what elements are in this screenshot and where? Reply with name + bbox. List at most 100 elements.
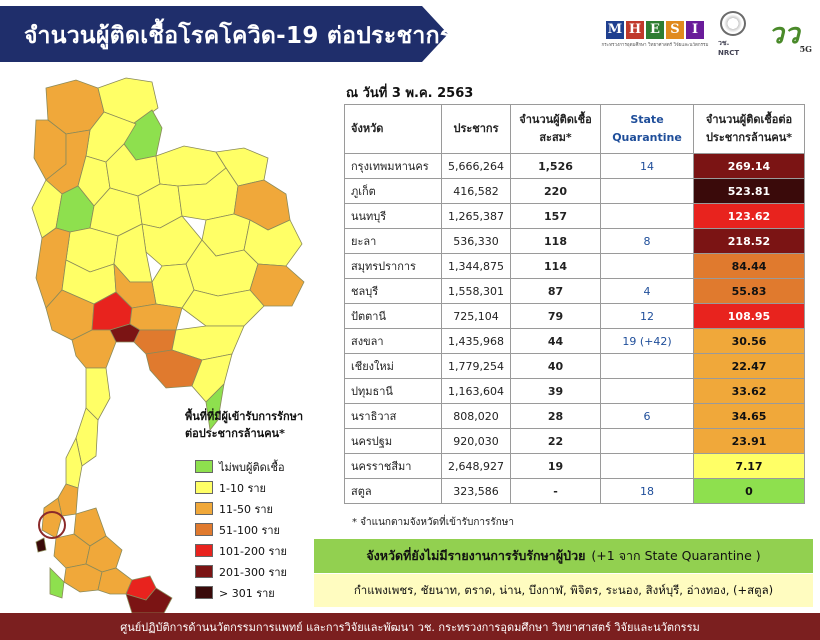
cell-cumulative: 1,526 <box>510 153 601 179</box>
cell-cumulative: 220 <box>510 178 601 204</box>
cell-state-quarantine <box>600 378 694 404</box>
legend-swatch <box>195 523 213 536</box>
cell-province: ชลบุรี <box>344 278 442 304</box>
map-province <box>85 367 111 421</box>
footer: ศูนย์ปฏิบัติการด้านนวัตกรรมการแพทย์ และก… <box>0 613 820 640</box>
nrct-seal-icon <box>720 11 746 36</box>
cell-population: 536,330 <box>441 228 511 254</box>
legend-items: ไม่พบผู้ติดเชื้อ 1-10 ราย 11-50 ราย 51-100 … <box>185 456 325 603</box>
cell-cumulative: 28 <box>510 403 601 429</box>
header-rate: จำนวนผู้ติดเชื้อต่อ ประชากรล้านคน* <box>693 104 805 154</box>
cell-state-quarantine <box>600 353 694 379</box>
legend-swatch <box>195 586 213 599</box>
cell-province: นครปฐม <box>344 428 442 454</box>
cell-province: สตูล <box>344 478 442 504</box>
table-row: สตูล 323,586-18 0 <box>344 478 805 504</box>
cell-province: ยะลา <box>344 228 442 254</box>
table-row: นนทบุรี 1,265,387 157 123.62 <box>344 203 805 229</box>
mhesi-letter: E <box>646 20 664 39</box>
legend-item: ไม่พบผู้ติดเชื้อ <box>185 456 325 477</box>
header-population: ประชากร <box>441 104 511 154</box>
cell-province: กรุงเทพมหานคร <box>344 153 442 179</box>
cell-rate: 0 <box>693 478 805 504</box>
mhesi-letter: I <box>686 20 704 39</box>
map-province <box>71 329 117 369</box>
map-legend: พื้นที่ที่มีผู้เข้ารับการรักษา ต่อประชาก… <box>185 408 325 603</box>
map-province <box>181 289 265 327</box>
header-state-quarantine: State Quarantine <box>600 104 694 154</box>
cell-population: 5,666,264 <box>441 153 511 179</box>
cell-cumulative: 44 <box>510 328 601 354</box>
mhesi-letter: M <box>606 20 624 39</box>
cell-population: 1,435,968 <box>441 328 511 354</box>
vc-logo-text: วว <box>768 17 800 50</box>
cell-population: 2,648,927 <box>441 453 511 479</box>
cell-rate: 33.62 <box>693 378 805 404</box>
cell-rate: 269.14 <box>693 153 805 179</box>
no-report-provinces: กำแพงเพชร, ชัยนาท, ตราด, น่าน, บึงกาฬ, พ… <box>353 582 774 597</box>
table-row: นครราชสีมา 2,648,927 19 7.17 <box>344 453 805 479</box>
map-province <box>97 567 133 595</box>
mhesi-subtitle: กระทรวงการอุดมศึกษา วิทยาศาสตร์ วิจัยและ… <box>601 42 709 48</box>
no-report-title-panel: จังหวัดที่ยังไม่มีรายงานการรับรักษาผู้ป่… <box>314 539 813 573</box>
thailand-map <box>31 77 305 613</box>
no-report-extra: (+1 จาก State Quarantine ) <box>591 548 761 563</box>
legend-swatch <box>195 481 213 494</box>
legend-title-line2: ต่อประชากรล้านคน* <box>185 427 285 440</box>
cell-province: เชียงใหม่ <box>344 353 442 379</box>
cell-state-quarantine <box>600 453 694 479</box>
vc-logo-sub: 5G <box>799 44 812 54</box>
map-province <box>57 483 79 517</box>
cell-province: ปัตตานี <box>344 303 442 329</box>
cell-state-quarantine: 6 <box>600 403 694 429</box>
table-row: สมุทรปราการ 1,344,875 114 84.44 <box>344 253 805 279</box>
cell-cumulative: 157 <box>510 203 601 229</box>
legend-title-line1: พื้นที่ที่มีผู้เข้ารับการรักษา <box>185 410 304 423</box>
legend-label: 51-100 ราย <box>219 523 280 537</box>
cell-cumulative: 39 <box>510 378 601 404</box>
cell-province: นนทบุรี <box>344 203 442 229</box>
legend-swatch <box>195 544 213 557</box>
legend-item: 201-300 ราย <box>185 561 325 582</box>
legend-item: 51-100 ราย <box>185 519 325 540</box>
legend-label: 101-200 ราย <box>219 544 287 558</box>
cell-state-quarantine <box>600 253 694 279</box>
cell-state-quarantine: 19 (+42) <box>600 328 694 354</box>
cell-population: 1,163,604 <box>441 378 511 404</box>
table-row: กรุงเทพมหานคร 5,666,264 1,526 14 269.14 <box>344 153 805 179</box>
cell-cumulative: 87 <box>510 278 601 304</box>
no-report-provinces-panel: กำแพงเพชร, ชัยนาท, ตราด, น่าน, บึงกาฬ, พ… <box>314 574 813 607</box>
no-report-title: จังหวัดที่ยังไม่มีรายงานการรับรักษาผู้ป่… <box>366 548 586 563</box>
legend-label: 11-50 ราย <box>219 502 273 516</box>
cell-state-quarantine <box>600 428 694 454</box>
title-banner: จำนวนผู้ติดเชื้อโรคโควิด-19 ต่อประชากร <box>0 6 452 62</box>
cell-rate: 55.83 <box>693 278 805 304</box>
cell-rate: 108.95 <box>693 303 805 329</box>
cell-rate: 23.91 <box>693 428 805 454</box>
cell-rate: 34.65 <box>693 403 805 429</box>
mhesi-letter: S <box>666 20 684 39</box>
cell-cumulative: - <box>510 478 601 504</box>
legend-swatch <box>195 460 213 473</box>
title-banner-shape <box>0 6 448 62</box>
table-row: เชียงใหม่ 1,779,254 40 22.47 <box>344 353 805 379</box>
map-province <box>129 303 183 331</box>
cell-province: สมุทรปราการ <box>344 253 442 279</box>
cell-population: 1,265,387 <box>441 203 511 229</box>
cell-population: 725,104 <box>441 303 511 329</box>
table-row: นครปฐม 920,030 22 23.91 <box>344 428 805 454</box>
legend-item: 101-200 ราย <box>185 540 325 561</box>
legend-item: 1-10 ราย <box>185 477 325 498</box>
map-province <box>125 587 173 613</box>
cell-state-quarantine: 12 <box>600 303 694 329</box>
cell-province: ภูเก็ต <box>344 178 442 204</box>
map-province <box>205 382 225 431</box>
cell-province: นครราชสีมา <box>344 453 442 479</box>
cell-population: 920,030 <box>441 428 511 454</box>
map-province <box>35 537 47 553</box>
legend-label: ไม่พบผู้ติดเชื้อ <box>219 460 285 474</box>
legend-item: > 301 ราย <box>185 582 325 603</box>
table-row: ภูเก็ต 416,582 220 523.81 <box>344 178 805 204</box>
